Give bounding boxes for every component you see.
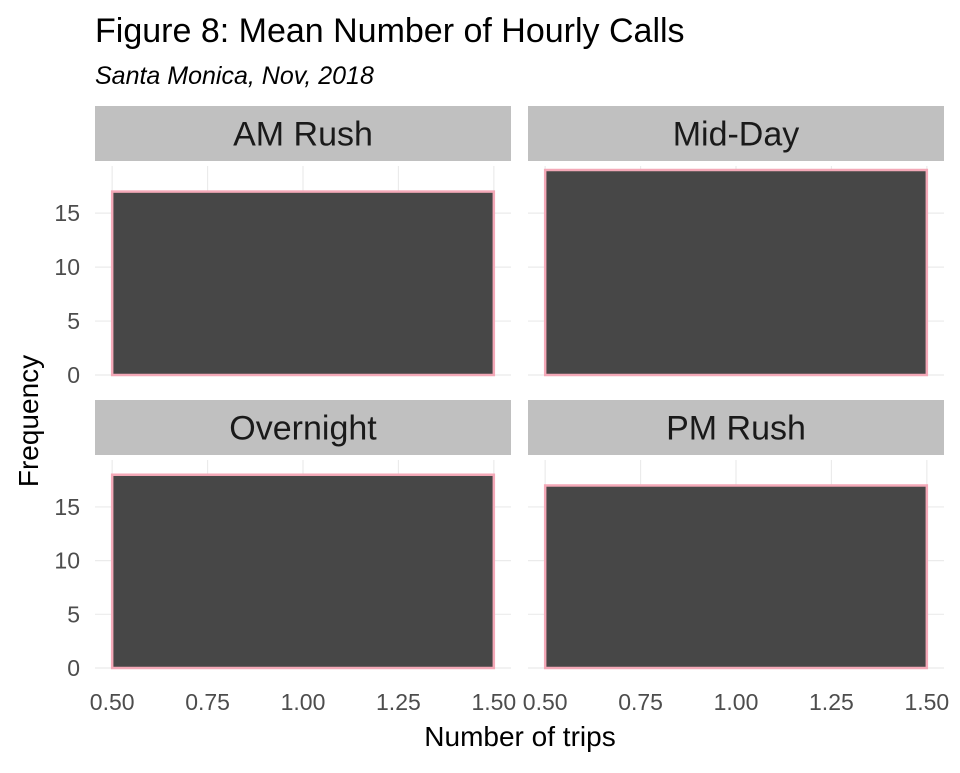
- y-tick-label: 0: [67, 655, 80, 681]
- strip-overnight: [95, 400, 511, 455]
- x-tick-label: 0.50: [523, 689, 568, 715]
- x-tick-label: 0.75: [185, 689, 230, 715]
- panel-am-rush: AM Rush 0 5 10 15: [54, 106, 511, 388]
- strip-label-am-rush: AM Rush: [233, 116, 373, 154]
- y-tick-label: 0: [67, 362, 80, 388]
- strip-label-pm-rush: PM Rush: [666, 410, 806, 448]
- x-tick-label: 1.50: [904, 689, 949, 715]
- y-tick-label: 15: [54, 200, 80, 226]
- panel-overnight: Overnight 0 5 10 15 0.50 0.75 1.00 1.25 1.50: [54, 400, 516, 715]
- panel-mid-day: Mid-Day: [528, 106, 944, 377]
- facet-panels: AM Rush 0 5 10 15 Mid-Day Overnight 0 5 10 15 0.50 0…: [54, 106, 949, 715]
- x-tick-label: 1.25: [376, 689, 421, 715]
- x-tick-label: 1.50: [471, 689, 516, 715]
- y-tick-label: 15: [54, 494, 80, 520]
- bar-mid-day-0: [543, 168, 929, 377]
- y-tick-label: 5: [67, 601, 80, 627]
- y-axis-title: Frequency: [13, 355, 44, 487]
- bar-am-rush-0: [110, 190, 496, 377]
- x-tick-label: 1.00: [281, 689, 326, 715]
- strip-pm-rush: [528, 400, 944, 455]
- strip-mid-day: [528, 106, 944, 161]
- y-tick-label: 5: [67, 308, 80, 334]
- strip-label-overnight: Overnight: [229, 410, 377, 448]
- y-tick-label: 10: [54, 548, 80, 574]
- panel-pm-rush: PM Rush 0.50 0.75 1.00 1.25 1.50: [523, 400, 949, 715]
- chart-subtitle: Santa Monica, Nov, 2018: [95, 62, 374, 90]
- x-tick-label: 1.25: [809, 689, 854, 715]
- chart-title: Figure 8: Mean Number of Hourly Calls: [95, 12, 685, 50]
- strip-label-mid-day: Mid-Day: [673, 116, 800, 154]
- bar-overnight-0: [110, 473, 496, 670]
- strip-am-rush: [95, 106, 511, 161]
- bar-pm-rush-0: [543, 484, 929, 670]
- x-tick-label: 0.75: [618, 689, 663, 715]
- x-tick-label: 1.00: [714, 689, 759, 715]
- y-tick-label: 10: [54, 254, 80, 280]
- x-tick-label: 0.50: [90, 689, 135, 715]
- x-axis-title: Number of trips: [424, 721, 615, 752]
